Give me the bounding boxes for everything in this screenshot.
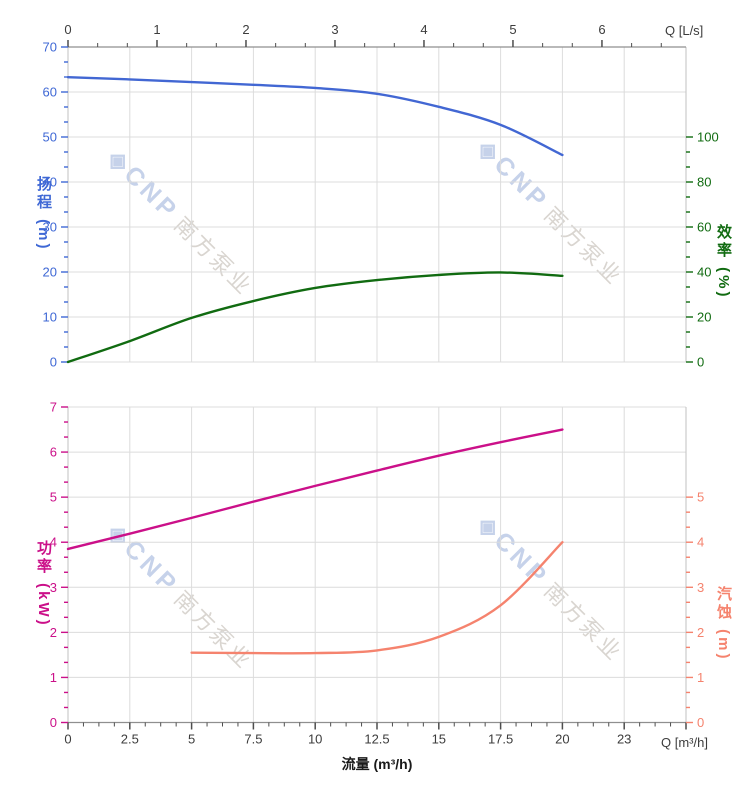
svg-text:60: 60 bbox=[697, 220, 711, 235]
svg-text:2: 2 bbox=[697, 625, 704, 640]
svg-text:10: 10 bbox=[308, 732, 322, 747]
top-x-axis-unit-label: Q [L/s] bbox=[665, 23, 704, 38]
svg-text:4: 4 bbox=[697, 535, 704, 550]
top-x-axis: 0 1 2 3 4 5 6 bbox=[64, 22, 686, 48]
bottom-x-axis-unit-label: Q [m³/h] bbox=[661, 735, 708, 750]
svg-text:1: 1 bbox=[697, 670, 704, 685]
flow-axis-title: 流量 (m³/h) bbox=[341, 756, 413, 772]
svg-text:60: 60 bbox=[43, 85, 57, 100]
svg-text:2: 2 bbox=[50, 625, 57, 640]
扬程 (m)-ticks: 0 10 20 30 40 50 60 70 bbox=[43, 40, 68, 370]
power-axis-title: 功率 (kW) bbox=[35, 540, 52, 628]
svg-text:4: 4 bbox=[50, 535, 57, 550]
svg-text:100: 100 bbox=[697, 130, 719, 145]
svg-text:30: 30 bbox=[43, 220, 57, 235]
svg-text:0: 0 bbox=[50, 355, 57, 370]
svg-text:4: 4 bbox=[420, 22, 427, 37]
svg-text:23: 23 bbox=[617, 732, 631, 747]
svg-text:5: 5 bbox=[188, 732, 195, 747]
svg-text:20: 20 bbox=[43, 265, 57, 280]
svg-text:80: 80 bbox=[697, 175, 711, 190]
svg-text:70: 70 bbox=[43, 40, 57, 55]
效率-curve bbox=[66, 271, 564, 364]
bottom-x-axis: 0 2.5 5 7.5 10 12.5 15 17.5 20 23 bbox=[64, 721, 687, 747]
svg-text:20: 20 bbox=[697, 310, 711, 325]
bottom-panel-grid bbox=[67, 406, 687, 723]
efficiency-axis-title: 效率 (%) bbox=[715, 224, 732, 300]
扬程-curve bbox=[66, 75, 564, 157]
功率 (kW)-ticks: 0 1 2 3 4 5 6 7 bbox=[50, 400, 68, 730]
svg-text:15: 15 bbox=[432, 732, 446, 747]
svg-text:17.5: 17.5 bbox=[488, 732, 513, 747]
svg-text:7: 7 bbox=[50, 400, 57, 415]
svg-text:5: 5 bbox=[509, 22, 516, 37]
svg-text:0: 0 bbox=[697, 355, 704, 370]
svg-text:5: 5 bbox=[697, 490, 704, 505]
svg-text:6: 6 bbox=[598, 22, 605, 37]
汽蚀-curve bbox=[190, 541, 564, 655]
svg-text:10: 10 bbox=[43, 310, 57, 325]
svg-text:3: 3 bbox=[331, 22, 338, 37]
svg-text:50: 50 bbox=[43, 130, 57, 145]
svg-text:2.5: 2.5 bbox=[121, 732, 139, 747]
svg-text:20: 20 bbox=[555, 732, 569, 747]
svg-text:3: 3 bbox=[697, 580, 704, 595]
svg-text:0: 0 bbox=[697, 715, 704, 730]
功率-curve bbox=[66, 428, 564, 551]
svg-text:1: 1 bbox=[153, 22, 160, 37]
top-panel-grid bbox=[67, 46, 687, 363]
svg-text:40: 40 bbox=[43, 175, 57, 190]
svg-text:0: 0 bbox=[64, 22, 71, 37]
npsh-axis-title: 汽蚀 (m) bbox=[715, 586, 732, 662]
svg-text:0: 0 bbox=[64, 732, 71, 747]
svg-text:7.5: 7.5 bbox=[244, 732, 262, 747]
svg-text:12.5: 12.5 bbox=[364, 732, 389, 747]
svg-text:2: 2 bbox=[242, 22, 249, 37]
svg-text:3: 3 bbox=[50, 580, 57, 595]
head-axis-title: 扬程 (m) bbox=[35, 176, 52, 252]
svg-text:6: 6 bbox=[50, 445, 57, 460]
svg-text:1: 1 bbox=[50, 670, 57, 685]
汽蚀 (m)-ticks: 0 1 2 3 4 5 bbox=[686, 490, 704, 730]
效率 (%)-ticks: 0 20 40 60 80 100 bbox=[686, 130, 719, 370]
svg-text:5: 5 bbox=[50, 490, 57, 505]
svg-text:0: 0 bbox=[50, 715, 57, 730]
svg-text:40: 40 bbox=[697, 265, 711, 280]
